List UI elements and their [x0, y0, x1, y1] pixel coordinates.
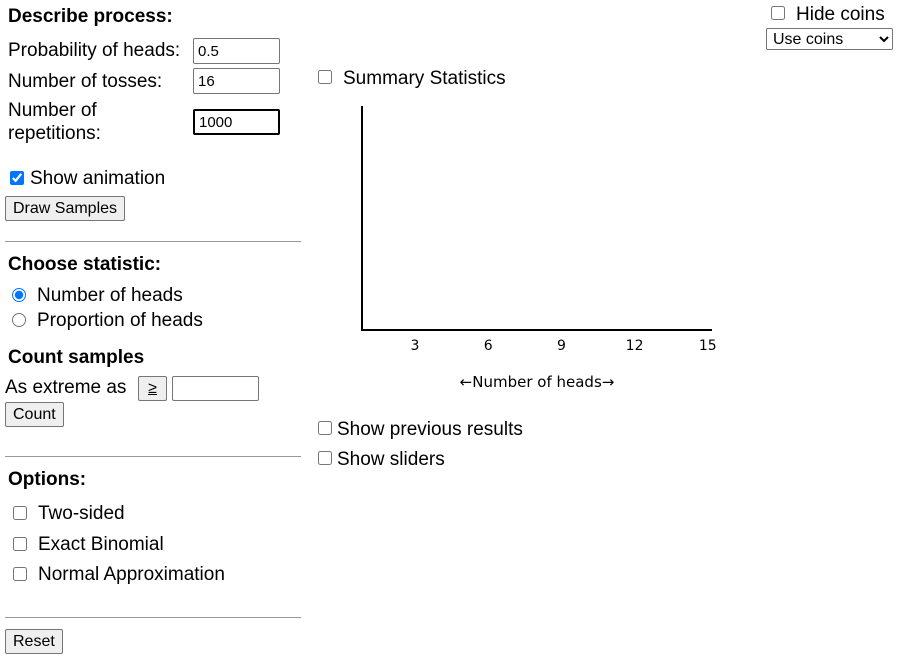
hide-coins-label: Hide coins: [796, 4, 885, 25]
num-tosses-label: Number of tosses:: [8, 71, 163, 92]
show-previous-label: Show previous results: [337, 419, 523, 440]
options-heading: Options:: [8, 469, 87, 490]
x-tick-label: 9: [557, 338, 566, 354]
num-tosses-input[interactable]: [193, 68, 280, 94]
statistic-heading: Choose statistic:: [8, 254, 162, 275]
show-animation-checkbox[interactable]: [10, 171, 24, 185]
count-samples-heading: Count samples: [8, 347, 145, 368]
x-tick-label: 15: [699, 338, 717, 354]
operator-button[interactable]: ≥: [138, 376, 167, 401]
as-extreme-label: As extreme as: [5, 377, 127, 398]
divider-1: [5, 241, 301, 242]
x-tick-labels: 3 6 9 12 15: [411, 338, 717, 354]
num-reps-input[interactable]: [193, 109, 280, 135]
x-axis-label: ←Number of heads→: [460, 373, 615, 391]
show-sliders-checkbox[interactable]: [318, 451, 332, 465]
radio-proportion-of-heads-label: Proportion of heads: [37, 310, 203, 331]
two-sided-checkbox[interactable]: [13, 506, 27, 520]
coin-type-select[interactable]: Use coins: [766, 28, 893, 50]
num-reps-label-line2: repetitions:: [8, 123, 101, 144]
summary-statistics-checkbox[interactable]: [318, 70, 332, 84]
reset-button[interactable]: Reset: [5, 629, 63, 654]
histogram-chart: 3 6 9 12 15 ←Number of heads→: [361, 106, 717, 391]
radio-proportion-of-heads[interactable]: [12, 313, 26, 327]
normal-approx-checkbox[interactable]: [13, 567, 27, 581]
count-button[interactable]: Count: [5, 402, 64, 427]
hide-coins-checkbox[interactable]: [771, 6, 785, 20]
normal-approx-label: Normal Approximation: [38, 564, 225, 585]
prob-heads-label: Probability of heads:: [8, 40, 181, 61]
show-previous-checkbox[interactable]: [318, 421, 332, 435]
divider-3: [5, 617, 301, 618]
x-tick-label: 6: [484, 338, 493, 354]
draw-samples-button[interactable]: Draw Samples: [5, 196, 126, 221]
prob-heads-input[interactable]: [193, 38, 280, 64]
radio-number-of-heads-label: Number of heads: [37, 285, 183, 306]
two-sided-label: Two-sided: [38, 503, 125, 524]
extreme-value-input[interactable]: [172, 376, 259, 401]
show-animation-label: Show animation: [30, 168, 166, 189]
x-tick-label: 3: [411, 338, 420, 354]
exact-binomial-label: Exact Binomial: [38, 534, 164, 555]
num-reps-label-line1: Number of: [8, 100, 97, 121]
radio-number-of-heads[interactable]: [12, 288, 26, 302]
x-tick-label: 12: [626, 338, 644, 354]
describe-heading: Describe process:: [8, 6, 173, 27]
divider-2: [5, 456, 301, 457]
show-sliders-label: Show sliders: [337, 449, 445, 470]
exact-binomial-checkbox[interactable]: [13, 537, 27, 551]
summary-statistics-label: Summary Statistics: [343, 68, 506, 89]
